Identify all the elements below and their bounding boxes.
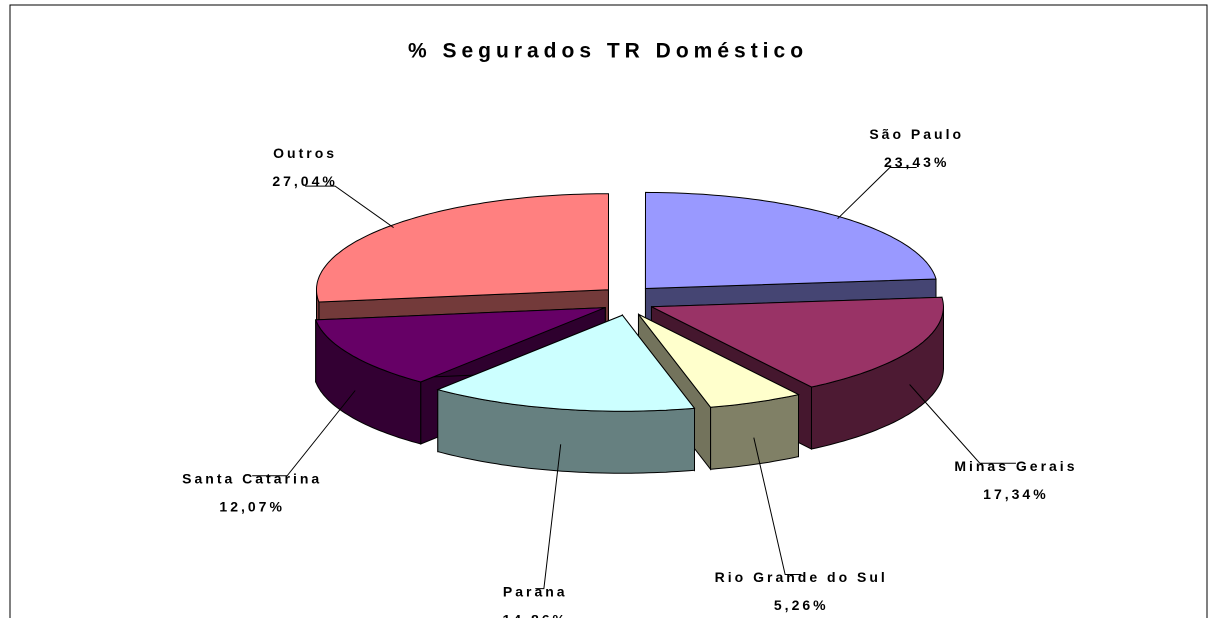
slice xyxy=(644,191,937,289)
slice-value-label: 12,07% xyxy=(219,498,284,514)
slice xyxy=(314,307,606,383)
leader-line xyxy=(252,390,356,477)
slice-label: Santa Catarina xyxy=(182,470,322,486)
chart-title: % Segurados TR Doméstico xyxy=(408,40,808,63)
leader-line xyxy=(753,437,802,576)
slice-value-label: 14,86% xyxy=(503,611,568,618)
slice-label: Rio Grande do Sul xyxy=(715,569,888,585)
slice xyxy=(638,313,801,408)
slice xyxy=(651,296,945,388)
slice-value-label: 27,04% xyxy=(272,173,337,189)
slice-label: Outros xyxy=(273,145,337,161)
slice xyxy=(436,314,696,412)
leader-line xyxy=(837,167,917,220)
slice-value-label: 5,26% xyxy=(774,597,829,613)
slice-label: São Paulo xyxy=(869,126,964,142)
slice-value-label: 23,43% xyxy=(884,154,949,170)
slice-label: Minas Gerais xyxy=(954,458,1077,474)
slice-value-label: 17,34% xyxy=(983,486,1048,502)
leader-line xyxy=(305,185,394,229)
slice-label: Parana xyxy=(503,583,568,599)
leader-line xyxy=(535,444,562,590)
slice xyxy=(316,193,610,303)
leader-line xyxy=(909,384,1016,464)
chart-frame xyxy=(9,4,1208,618)
